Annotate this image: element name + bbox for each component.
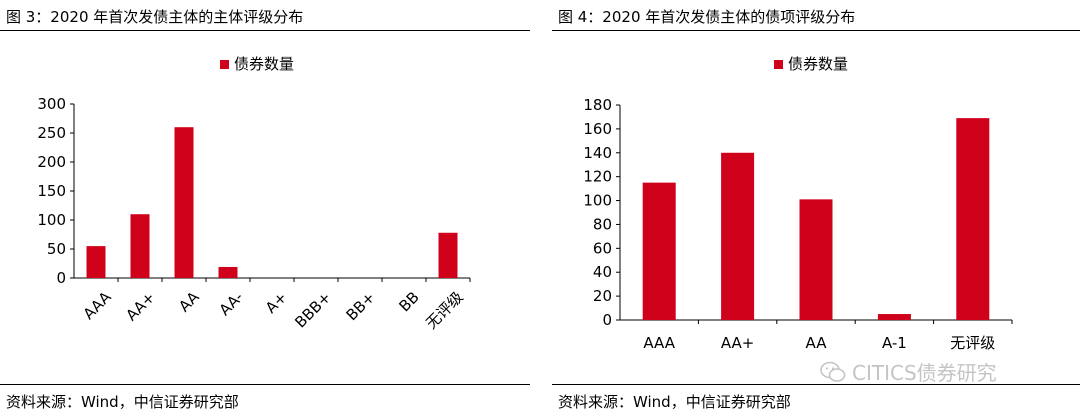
right-bar-chart: 债券数量 0 20 40 60 80 100 120 140 160 180 AAA AA+ AA A-1 无… <box>583 55 1013 352</box>
x-tick-label: AA- <box>216 288 247 319</box>
y-tick-label: 160 <box>583 120 612 138</box>
bar-4 <box>218 266 238 278</box>
left-top-rule <box>0 30 530 31</box>
y-tick-label: 50 <box>47 240 66 258</box>
y-tick-label: 150 <box>37 182 66 200</box>
bar-9 <box>438 232 458 278</box>
y-tick-label: 100 <box>37 211 66 229</box>
wechat-icon <box>820 361 846 382</box>
x-tick-label: BBB+ <box>291 288 334 331</box>
x-tick-label: A-1 <box>882 334 907 352</box>
left-bottom-rule <box>0 384 530 385</box>
x-tick-label: AAA <box>643 334 675 352</box>
y-tick-label: 40 <box>593 263 612 281</box>
x-tick-label: BB+ <box>343 288 379 324</box>
y-tick-label: 60 <box>593 239 612 257</box>
y-tick-label: 120 <box>583 168 612 186</box>
bar-2 <box>721 152 755 320</box>
bar-4 <box>877 314 911 320</box>
watermark: CITICS债券研究 <box>820 357 997 386</box>
y-tick-label: 0 <box>56 269 66 287</box>
x-tick-label: AA+ <box>122 288 158 324</box>
bar-1 <box>642 182 676 320</box>
bar-3 <box>174 127 194 278</box>
x-tick-label: 无评级 <box>422 288 467 333</box>
legend-swatch <box>220 60 229 69</box>
y-tick-label: 140 <box>583 144 612 162</box>
x-tick-label: AA+ <box>721 334 755 352</box>
legend-label: 债券数量 <box>234 55 294 73</box>
y-tick-label: 300 <box>37 95 66 113</box>
right-top-rule <box>552 30 1080 31</box>
y-tick-label: 200 <box>37 153 66 171</box>
x-tick-label: AA <box>175 288 203 316</box>
bar-5 <box>956 118 990 320</box>
legend-swatch <box>774 60 783 69</box>
right-figure-panel: 图 4：2020 年首次发债主体的债项评级分布 债券数量 0 20 40 60 80 100… <box>552 0 1080 420</box>
left-figure-panel: 图 3：2020 年首次发债主体的主体评级分布 债券数量 0 50 100 150 200… <box>0 0 530 420</box>
x-tick-label: 无评级 <box>950 334 995 352</box>
y-tick-label: 0 <box>602 311 612 329</box>
bar-3 <box>799 199 833 320</box>
x-tick-label: BB <box>395 288 422 315</box>
right-figure-title: 图 4：2020 年首次发债主体的债项评级分布 <box>558 8 856 26</box>
left-figure-title: 图 3：2020 年首次发债主体的主体评级分布 <box>6 8 304 26</box>
y-tick-label: 80 <box>593 215 612 233</box>
right-bottom-rule <box>552 384 1080 385</box>
y-tick-label: 180 <box>583 96 612 114</box>
x-tick-label: AA <box>806 334 828 352</box>
bar-2 <box>130 214 150 278</box>
left-source-note: 资料来源：Wind，中信证券研究部 <box>6 393 239 411</box>
legend-label: 债券数量 <box>788 55 848 73</box>
y-tick-label: 100 <box>583 192 612 210</box>
y-tick-label: 20 <box>593 287 612 305</box>
x-tick-label: A+ <box>262 288 291 317</box>
right-source-note: 资料来源：Wind，中信证券研究部 <box>558 393 791 411</box>
x-tick-label: AAA <box>80 288 116 324</box>
y-tick-label: 250 <box>37 124 66 142</box>
watermark-text: CITICS债券研究 <box>852 361 997 385</box>
bar-1 <box>86 246 106 278</box>
